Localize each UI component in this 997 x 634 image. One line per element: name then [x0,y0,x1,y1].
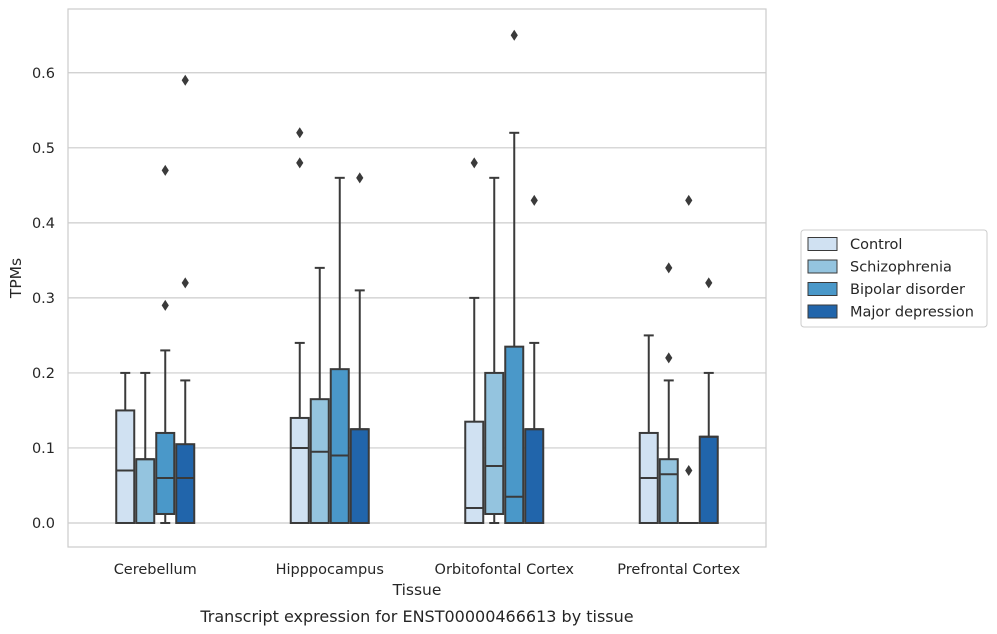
outlier-point [161,299,169,311]
y-axis-label: TPMs [7,258,25,299]
outlier-point [685,464,693,476]
box-series [115,29,719,524]
series-bipolar-disorder [155,29,699,524]
y-tick-label: 0.4 [32,216,55,232]
legend-label: Bipolar disorder [850,282,965,298]
y-tick-label: 0.1 [32,441,55,457]
box [658,458,679,524]
box [484,371,505,515]
box [309,398,330,524]
legend-swatch [807,282,838,296]
box [175,443,196,524]
x-tick-label: Cerebellum [114,562,197,578]
x-tick-label: Hipppocampus [276,562,384,578]
legend-label: Control [850,237,902,253]
series-major-depression [175,74,719,524]
y-tick-label: 0.0 [32,516,55,532]
box [698,435,719,524]
y-tick-label: 0.5 [32,141,55,157]
legend-swatch [807,237,838,251]
legend-label: Major depression [850,305,974,321]
legend-frame [800,229,988,328]
series-control [115,127,659,524]
box [115,409,136,524]
outlier-point [470,157,478,169]
box [329,368,350,524]
series-schizophrenia [135,176,679,524]
outlier-point [161,164,169,176]
legend: Control Schizophrenia Bipolar disorder Majo… [800,229,988,328]
y-tick-label: 0.6 [32,66,55,82]
x-tick-label: Prefrontal Cortex [617,562,740,578]
outlier-point [665,262,673,274]
y-tick-label: 0.2 [32,366,55,382]
legend-swatch [807,304,838,319]
legend-label: Schizophrenia [850,260,952,276]
box [524,428,545,524]
outlier-point [665,352,673,364]
legend-swatch [807,259,838,274]
outlier-point [296,157,304,169]
outlier-point [705,277,713,289]
box [504,345,525,524]
x-tick-label: Orbitofontal Cortex [435,562,575,578]
y-tick-label: 0.3 [32,291,55,307]
outlier-point [530,194,538,206]
box [135,458,156,524]
outlier-point [181,277,189,289]
chart-caption: Transcript expression for ENST0000046661… [199,607,633,626]
plot-frame [67,8,767,548]
outlier-point [685,194,693,206]
outlier-point [356,172,364,184]
x-axis-label: Tissue [392,581,442,599]
box [349,428,370,524]
outlier-point [181,74,189,86]
axis-ticks: 0.0 0.1 0.2 0.3 0.4 0.5 0.6 Cerebellum Hipppocam… [32,66,741,578]
box [289,416,310,524]
outlier-point [296,127,304,139]
box [155,431,176,515]
outlier-point [510,29,518,41]
box [464,420,485,524]
